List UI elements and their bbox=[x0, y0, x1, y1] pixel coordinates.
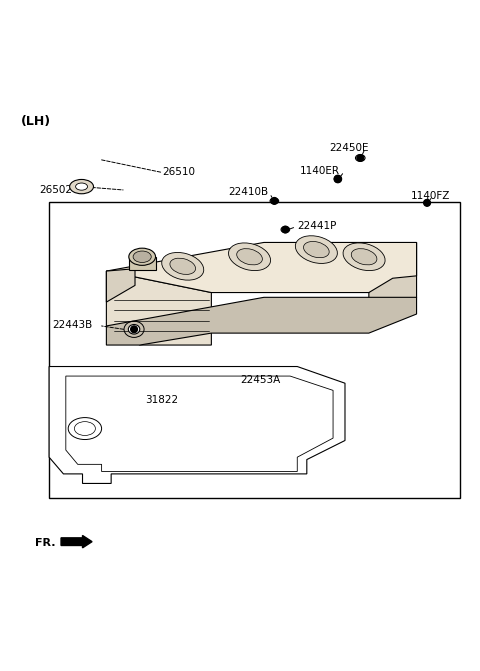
Ellipse shape bbox=[237, 249, 263, 265]
Ellipse shape bbox=[68, 417, 102, 440]
Ellipse shape bbox=[162, 252, 204, 280]
Ellipse shape bbox=[75, 183, 87, 190]
Ellipse shape bbox=[351, 249, 377, 265]
Text: 22441P: 22441P bbox=[297, 221, 336, 231]
Text: 1140ER: 1140ER bbox=[300, 166, 340, 176]
Circle shape bbox=[131, 326, 137, 333]
Ellipse shape bbox=[281, 226, 289, 233]
Text: (LH): (LH) bbox=[21, 115, 50, 128]
Ellipse shape bbox=[133, 251, 151, 262]
Circle shape bbox=[282, 226, 288, 233]
Polygon shape bbox=[107, 268, 135, 302]
Ellipse shape bbox=[270, 198, 279, 204]
Polygon shape bbox=[66, 376, 333, 472]
Circle shape bbox=[424, 199, 431, 206]
FancyArrow shape bbox=[61, 535, 92, 548]
Ellipse shape bbox=[128, 325, 140, 334]
Polygon shape bbox=[107, 242, 417, 293]
Circle shape bbox=[335, 176, 341, 183]
Ellipse shape bbox=[356, 154, 365, 161]
Text: 22443B: 22443B bbox=[52, 320, 93, 330]
Circle shape bbox=[271, 197, 278, 204]
Polygon shape bbox=[129, 257, 156, 270]
Ellipse shape bbox=[70, 179, 94, 194]
Text: 22410B: 22410B bbox=[228, 187, 269, 197]
Text: 26510: 26510 bbox=[163, 167, 196, 177]
Text: 22453A: 22453A bbox=[240, 375, 280, 385]
Ellipse shape bbox=[295, 236, 337, 264]
Ellipse shape bbox=[424, 200, 430, 206]
Ellipse shape bbox=[170, 258, 195, 274]
Text: 22450E: 22450E bbox=[330, 143, 369, 153]
Polygon shape bbox=[49, 366, 345, 483]
Text: 1140FZ: 1140FZ bbox=[411, 191, 450, 201]
Ellipse shape bbox=[228, 243, 271, 270]
Text: 26502: 26502 bbox=[39, 185, 72, 195]
Bar bbox=[49, 202, 459, 498]
Polygon shape bbox=[369, 242, 417, 317]
Polygon shape bbox=[107, 271, 211, 345]
Ellipse shape bbox=[129, 248, 156, 265]
Circle shape bbox=[357, 154, 364, 161]
Polygon shape bbox=[107, 297, 417, 345]
Ellipse shape bbox=[343, 243, 385, 270]
Ellipse shape bbox=[334, 175, 342, 183]
Text: 31822: 31822 bbox=[145, 395, 179, 405]
Text: FR.: FR. bbox=[35, 538, 55, 548]
Ellipse shape bbox=[74, 421, 96, 435]
Ellipse shape bbox=[303, 242, 329, 258]
